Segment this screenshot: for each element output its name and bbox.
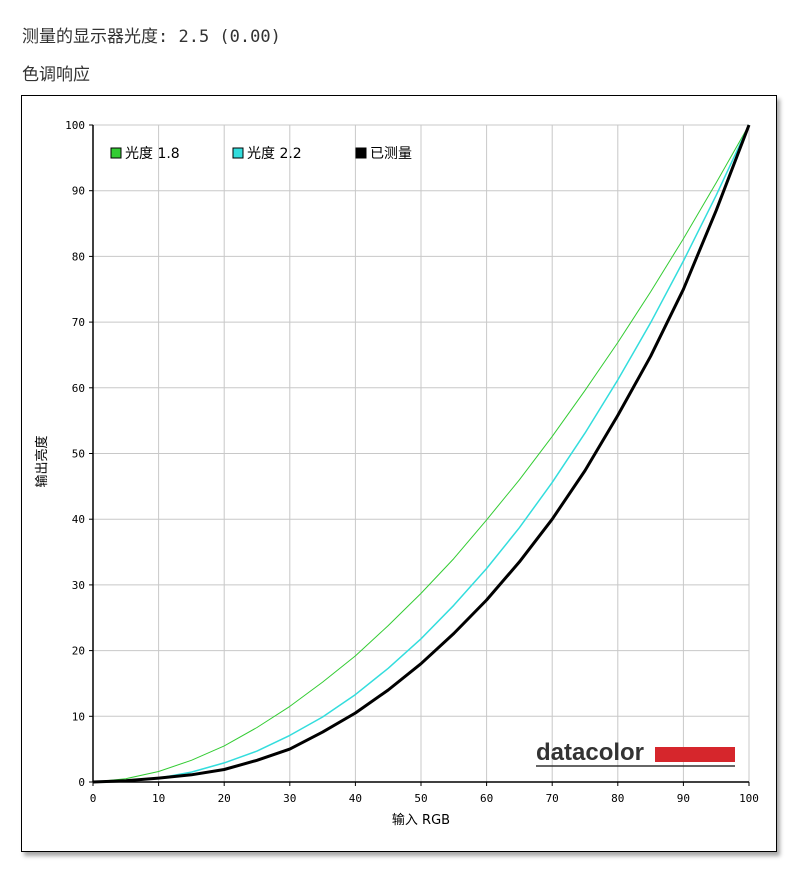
y-tick-label: 70	[72, 316, 85, 329]
x-tick-label: 30	[283, 792, 296, 805]
x-tick-label: 10	[152, 792, 165, 805]
grid	[92, 124, 750, 783]
legend-label: 光度 1.8	[125, 146, 180, 162]
x-tick-label: 50	[414, 792, 427, 805]
series-line	[92, 124, 750, 783]
y-tick-label: 30	[72, 579, 85, 592]
x-tick-label: 20	[218, 792, 231, 805]
series-line	[92, 124, 751, 784]
brand-accent-bar	[655, 747, 735, 762]
y-tick-label: 0	[78, 776, 85, 789]
x-tick-label: 40	[349, 792, 362, 805]
datacolor-logo: datacolor	[536, 739, 735, 767]
y-tick-label: 60	[72, 382, 85, 395]
y-tick-label: 80	[72, 250, 85, 263]
y-tick-label: 90	[72, 185, 85, 198]
y-tick-label: 50	[72, 448, 85, 461]
y-tick-label: 40	[72, 513, 85, 526]
x-tick-label: 80	[611, 792, 624, 805]
tick-labels: 0 10 20 30 40 50 60 70 80 90 100 0 10 20 30 40 50 60 70 80 9…	[65, 119, 759, 805]
measured-gamma-text: 测量的显示器光度: 2.5 (0.00)	[22, 27, 281, 47]
legend-swatch	[232, 147, 244, 159]
x-tick-label: 0	[90, 792, 97, 805]
x-axis-label: 输入 RGB	[392, 812, 450, 828]
x-tick-label: 70	[546, 792, 559, 805]
x-tick-label: 90	[677, 792, 690, 805]
series-line	[92, 124, 750, 783]
x-tick-label: 100	[739, 792, 759, 805]
legend-swatch	[110, 147, 122, 159]
legend: 光度 1.8 光度 2.2 已测量	[110, 146, 412, 162]
series-group	[92, 124, 751, 784]
legend-swatch	[355, 147, 367, 159]
y-axis-label: 输出亮度	[34, 435, 50, 487]
legend-label: 已测量	[370, 146, 412, 162]
tone-response-chart: 0 10 20 30 40 50 60 70 80 90 100 0 10 20 30 40 50 60 70 80 9…	[34, 119, 759, 828]
legend-label: 光度 2.2	[247, 146, 302, 162]
brand-name: datacolor	[536, 739, 644, 766]
y-tick-label: 10	[72, 710, 85, 723]
chart-frame: 0 10 20 30 40 50 60 70 80 90 100 0 10 20 30 40 50 60 70 80 9…	[21, 95, 777, 852]
y-tick-label: 20	[72, 645, 85, 658]
section-title: 色调响应	[22, 65, 90, 85]
y-tick-label: 100	[65, 119, 85, 132]
x-tick-label: 60	[480, 792, 493, 805]
